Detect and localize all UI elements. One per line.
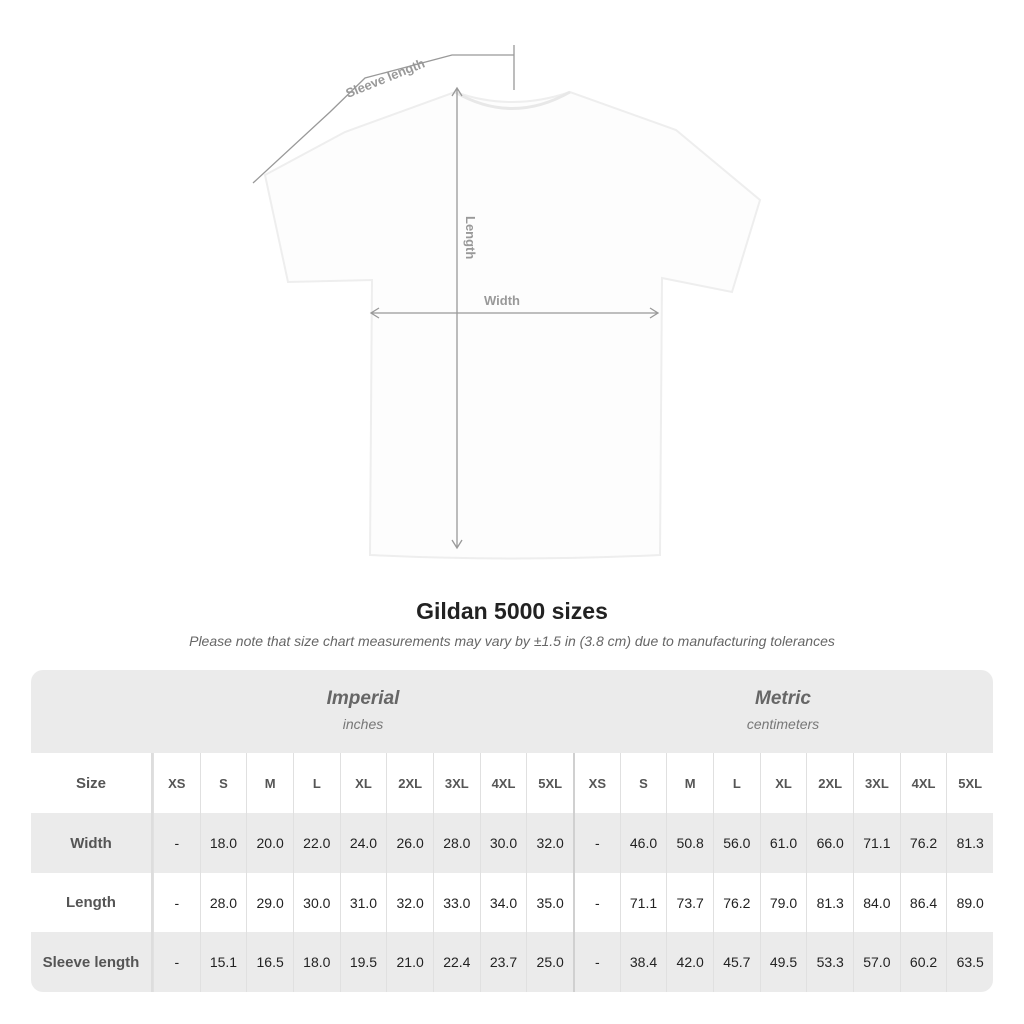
- table-row: Width -18.0 20.0 22.0 24.0 26.0 28.0 30.0 32.0-4…: [31, 813, 993, 873]
- imperial-value: 15.1: [199, 932, 247, 992]
- imperial-value: 21.0: [386, 932, 433, 992]
- imperial-value: 22.4: [432, 932, 480, 992]
- length-label: Length: [463, 216, 478, 259]
- metric-value: 45.7: [713, 932, 760, 992]
- chart-title: Gildan 5000 sizes: [416, 598, 608, 624]
- width-label: Width: [484, 293, 520, 308]
- size-header: XS: [152, 753, 200, 813]
- size-header: 3XL: [432, 753, 480, 813]
- neck-collar: [454, 90, 571, 110]
- size-header: 4XL: [479, 753, 527, 813]
- imperial-value: 22.0: [292, 813, 340, 873]
- imperial-value: -: [152, 813, 200, 873]
- metric-value: -: [573, 813, 620, 873]
- row-label: Size: [31, 753, 153, 813]
- size-header: 2XL: [386, 753, 433, 813]
- imperial-value: 30.0: [292, 873, 340, 932]
- size-header: 5XL: [946, 753, 993, 813]
- imperial-value: 35.0: [526, 873, 573, 932]
- imperial-value: 28.0: [199, 873, 247, 932]
- metric-value: 76.2: [899, 813, 947, 873]
- imperial-value: 34.0: [479, 873, 527, 932]
- table-row: Length -28.0 29.0 30.0 31.0 32.0 33.0 34.0 35.0-…: [31, 873, 993, 932]
- size-header: M: [246, 753, 293, 813]
- size-table: Imperial inches Metric centimeters Size X…: [31, 670, 993, 992]
- metric-value: 61.0: [759, 813, 807, 873]
- metric-value: 81.3: [946, 813, 993, 873]
- metric-value: 89.0: [946, 873, 993, 932]
- imperial-value: -: [152, 932, 200, 992]
- imperial-value: 25.0: [526, 932, 573, 992]
- metric-value: 63.5: [946, 932, 993, 992]
- metric-value: 38.4: [619, 932, 667, 992]
- metric-value: 49.5: [759, 932, 807, 992]
- metric-value: 71.1: [619, 873, 667, 932]
- metric-value: 50.8: [666, 813, 713, 873]
- imperial-header: Imperial inches: [153, 688, 573, 732]
- size-header: 4XL: [899, 753, 947, 813]
- metric-value: 42.0: [666, 932, 713, 992]
- imperial-value: -: [152, 873, 200, 932]
- imperial-value: 20.0: [246, 813, 293, 873]
- imperial-value: 16.5: [246, 932, 293, 992]
- metric-value: 79.0: [759, 873, 807, 932]
- sleeve-length-line: [252, 45, 515, 184]
- metric-value: 53.3: [806, 932, 853, 992]
- imperial-value: 29.0: [246, 873, 293, 932]
- width-line: [369, 307, 660, 319]
- size-header-row: Size XS S M L XL 2XL 3XL 4XL 5XL XS S M L XL 2XL 3XL 4XL 5…: [31, 753, 993, 813]
- metric-value: 81.3: [806, 873, 853, 932]
- metric-value: 86.4: [899, 873, 947, 932]
- metric-value: 71.1: [853, 813, 900, 873]
- imperial-title: Imperial: [326, 688, 400, 709]
- imperial-value: 18.0: [199, 813, 247, 873]
- size-header: 5XL: [526, 753, 573, 813]
- size-header: L: [713, 753, 760, 813]
- tshirt-diagram: Sleeve length Length Width: [252, 45, 762, 560]
- size-header: XL: [339, 753, 387, 813]
- unit-header: Imperial inches Metric centimeters: [31, 670, 993, 753]
- metric-value: -: [573, 932, 620, 992]
- imperial-value: 23.7: [479, 932, 527, 992]
- metric-value: 57.0: [853, 932, 900, 992]
- table-row: Sleeve length -15.1 16.5 18.0 19.5 21.0 22.4 23…: [31, 932, 993, 992]
- imperial-value: 26.0: [386, 813, 433, 873]
- imperial-value: 18.0: [292, 932, 340, 992]
- size-header: S: [199, 753, 247, 813]
- metric-value: 56.0: [713, 813, 760, 873]
- tolerance-note: Please note that size chart measurements…: [189, 633, 835, 649]
- metric-title: Metric: [755, 688, 811, 709]
- metric-value: -: [573, 873, 620, 932]
- size-header: L: [292, 753, 340, 813]
- imperial-value: 30.0: [479, 813, 527, 873]
- imperial-value: 32.0: [526, 813, 573, 873]
- imperial-unit: inches: [342, 716, 384, 732]
- metric-value: 76.2: [713, 873, 760, 932]
- size-header: S: [619, 753, 667, 813]
- size-header: XL: [759, 753, 807, 813]
- imperial-value: 19.5: [339, 932, 387, 992]
- row-label: Length: [31, 873, 153, 932]
- imperial-value: 28.0: [432, 813, 480, 873]
- imperial-value: 33.0: [432, 873, 480, 932]
- metric-value: 60.2: [899, 932, 947, 992]
- size-header: 2XL: [806, 753, 853, 813]
- metric-value: 73.7: [666, 873, 713, 932]
- size-header: M: [666, 753, 713, 813]
- metric-value: 84.0: [853, 873, 900, 932]
- row-label: Sleeve length: [31, 932, 153, 992]
- metric-value: 66.0: [806, 813, 853, 873]
- metric-value: 46.0: [619, 813, 667, 873]
- tshirt-shape: [263, 90, 762, 560]
- metric-header: Metric centimeters: [573, 688, 993, 732]
- row-label: Width: [31, 813, 153, 873]
- size-header: XS: [573, 753, 620, 813]
- length-line: [451, 86, 463, 550]
- imperial-value: 32.0: [386, 873, 433, 932]
- sleeve-length-label: Sleeve length: [344, 55, 427, 100]
- imperial-value: 31.0: [339, 873, 387, 932]
- imperial-value: 24.0: [339, 813, 387, 873]
- metric-unit: centimeters: [746, 716, 820, 732]
- size-header: 3XL: [853, 753, 900, 813]
